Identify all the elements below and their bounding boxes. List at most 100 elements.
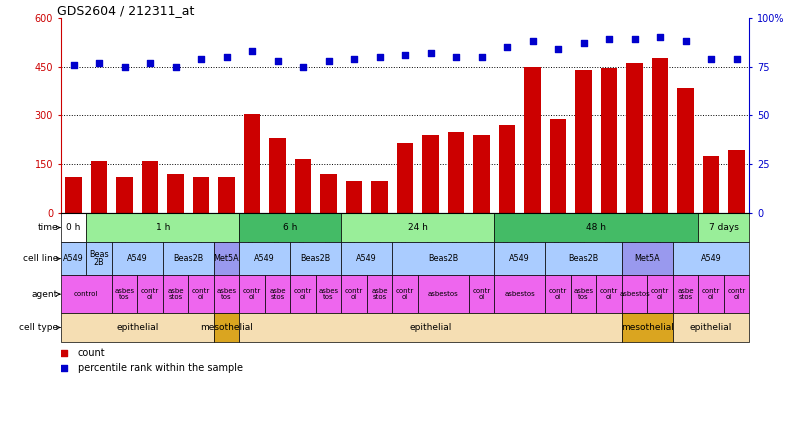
Bar xyxy=(601,68,617,213)
Bar xyxy=(545,275,571,313)
Bar xyxy=(724,275,749,313)
Text: asbes
tos: asbes tos xyxy=(573,289,594,300)
Bar xyxy=(163,275,188,313)
Bar xyxy=(673,313,749,342)
Bar xyxy=(622,313,673,342)
Point xyxy=(347,55,360,62)
Text: asbestos: asbestos xyxy=(505,291,535,297)
Bar xyxy=(290,242,341,275)
Point xyxy=(322,57,335,64)
Text: Beas2B: Beas2B xyxy=(173,254,203,263)
Bar xyxy=(112,275,137,313)
Text: contr
ol: contr ol xyxy=(549,289,567,300)
Point xyxy=(245,48,258,55)
Bar xyxy=(61,313,214,342)
Text: asbes
tos: asbes tos xyxy=(216,289,237,300)
Bar xyxy=(703,156,719,213)
Bar xyxy=(193,177,209,213)
Bar xyxy=(116,177,133,213)
Text: contr
ol: contr ol xyxy=(141,289,159,300)
Bar xyxy=(494,275,545,313)
Point xyxy=(399,52,411,59)
Point xyxy=(169,63,182,70)
Bar xyxy=(142,161,158,213)
Point xyxy=(67,61,80,68)
Text: asbe
stos: asbe stos xyxy=(269,289,286,300)
Bar xyxy=(571,275,596,313)
Bar xyxy=(214,313,239,342)
Point xyxy=(92,59,105,66)
Bar xyxy=(341,242,392,275)
Bar xyxy=(550,119,566,213)
Text: 0 h: 0 h xyxy=(66,223,81,232)
Text: asbe
stos: asbe stos xyxy=(677,289,693,300)
Text: mesothelial: mesothelial xyxy=(200,323,253,332)
Point xyxy=(296,63,309,70)
Bar xyxy=(575,70,592,213)
Bar xyxy=(341,213,494,242)
Bar xyxy=(673,242,749,275)
Bar xyxy=(698,213,749,242)
Bar xyxy=(448,132,464,213)
Point xyxy=(628,36,641,43)
Text: Beas2B: Beas2B xyxy=(301,254,330,263)
Text: Beas2B: Beas2B xyxy=(428,254,458,263)
Bar xyxy=(269,138,286,213)
Bar xyxy=(163,242,214,275)
Bar xyxy=(677,88,694,213)
Text: count: count xyxy=(78,348,105,358)
Bar xyxy=(239,275,265,313)
Bar xyxy=(652,59,668,213)
Text: asbes
tos: asbes tos xyxy=(114,289,134,300)
Point xyxy=(603,36,616,43)
Point xyxy=(271,57,284,64)
Text: epithelial: epithelial xyxy=(409,323,452,332)
Text: cell line: cell line xyxy=(23,254,58,263)
Bar xyxy=(239,213,341,242)
Bar xyxy=(61,242,86,275)
Text: contr
ol: contr ol xyxy=(192,289,210,300)
Bar xyxy=(320,174,337,213)
Point xyxy=(552,45,565,52)
Point xyxy=(220,53,233,60)
Text: A549: A549 xyxy=(63,254,84,263)
Text: time: time xyxy=(37,223,58,232)
Text: Beas2B: Beas2B xyxy=(569,254,599,263)
Point xyxy=(58,349,70,357)
Bar xyxy=(545,242,622,275)
Point xyxy=(654,34,667,41)
Bar xyxy=(622,242,673,275)
Bar xyxy=(494,242,545,275)
Bar xyxy=(469,275,494,313)
Point xyxy=(705,55,718,62)
Text: contr
ol: contr ol xyxy=(345,289,363,300)
Bar xyxy=(397,143,413,213)
Bar xyxy=(244,114,260,213)
Point xyxy=(730,55,743,62)
Text: A549: A549 xyxy=(254,254,275,263)
Text: 24 h: 24 h xyxy=(407,223,428,232)
Point xyxy=(194,55,207,62)
Bar xyxy=(316,275,341,313)
Bar xyxy=(473,135,490,213)
Point xyxy=(58,364,70,371)
Bar xyxy=(218,177,235,213)
Text: contr
ol: contr ol xyxy=(727,289,746,300)
Text: contr
ol: contr ol xyxy=(702,289,720,300)
Point xyxy=(450,53,463,60)
Point xyxy=(526,38,539,45)
Text: contr
ol: contr ol xyxy=(396,289,414,300)
Bar xyxy=(698,275,724,313)
Bar xyxy=(346,181,362,213)
Point xyxy=(424,49,437,56)
Text: A549: A549 xyxy=(356,254,377,263)
Bar xyxy=(524,67,541,213)
Point xyxy=(501,44,514,51)
Text: epithelial: epithelial xyxy=(690,323,732,332)
Bar xyxy=(167,174,184,213)
Bar xyxy=(422,135,439,213)
Bar xyxy=(91,161,107,213)
Text: percentile rank within the sample: percentile rank within the sample xyxy=(78,363,243,373)
Text: asbe
stos: asbe stos xyxy=(371,289,388,300)
Bar xyxy=(596,275,622,313)
